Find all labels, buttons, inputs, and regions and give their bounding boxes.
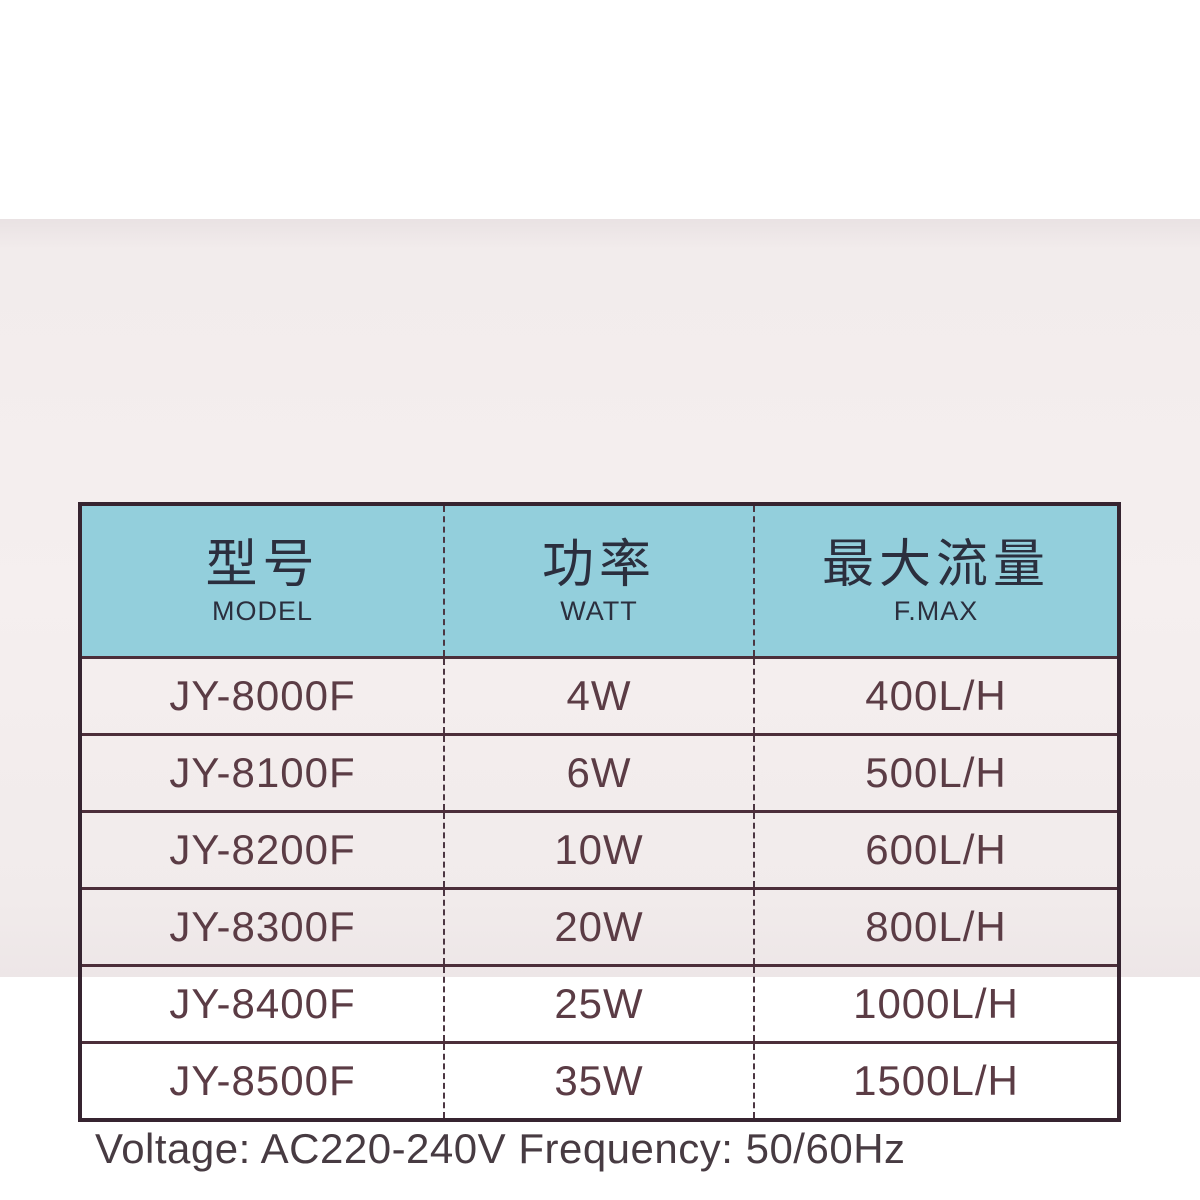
model-cell: JY-8200F <box>80 810 444 889</box>
table-row: JY-8000F 4W 400L/H <box>80 656 1119 735</box>
spec-table: 型号 MODEL 功率 WATT 最大流量 F.MAX JY-8000F <box>78 502 1121 1122</box>
header-watt: 功率 WATT <box>443 504 754 658</box>
header-model-zh: 型号 <box>205 535 320 594</box>
fmax-cell: 500L/H <box>753 733 1119 812</box>
header-watt-en: WATT <box>560 596 638 627</box>
table-row: JY-8200F 10W 600L/H <box>80 810 1119 889</box>
table-row: JY-8400F 25W 1000L/H <box>80 964 1119 1043</box>
table-row: JY-8500F 35W 1500L/H <box>80 1041 1119 1120</box>
fmax-cell: 1000L/H <box>753 964 1119 1043</box>
watt-cell: 4W <box>443 656 754 735</box>
header-model: 型号 MODEL <box>80 504 444 658</box>
fmax-cell: 800L/H <box>753 887 1119 966</box>
watt-cell: 25W <box>443 964 754 1043</box>
table-row: JY-8300F 20W 800L/H <box>80 887 1119 966</box>
fmax-cell: 1500L/H <box>753 1041 1119 1120</box>
fmax-cell: 600L/H <box>753 810 1119 889</box>
header-watt-zh: 功率 <box>541 535 656 594</box>
header-fmax: 最大流量 F.MAX <box>753 504 1119 658</box>
model-cell: JY-8400F <box>80 964 444 1043</box>
spec-card-background: 型号 MODEL 功率 WATT 最大流量 F.MAX JY-8000F <box>0 219 1200 1172</box>
model-cell: JY-8000F <box>80 656 444 735</box>
watt-cell: 20W <box>443 887 754 966</box>
watt-cell: 6W <box>443 733 754 812</box>
voltage-frequency-note: Voltage: AC220-240V Frequency: 50/60Hz <box>95 1125 906 1172</box>
header-model-en: MODEL <box>211 596 314 627</box>
watt-cell: 35W <box>443 1041 754 1120</box>
watt-cell: 10W <box>443 810 754 889</box>
fmax-cell: 400L/H <box>753 656 1119 735</box>
header-fmax-zh: 最大流量 <box>821 535 1050 594</box>
table-row: JY-8100F 6W 500L/H <box>80 733 1119 812</box>
model-cell: JY-8500F <box>80 1041 444 1120</box>
model-cell: JY-8300F <box>80 887 444 966</box>
model-cell: JY-8100F <box>80 733 444 812</box>
header-row: 型号 MODEL 功率 WATT 最大流量 F.MAX <box>80 504 1119 658</box>
header-fmax-en: F.MAX <box>893 596 979 627</box>
